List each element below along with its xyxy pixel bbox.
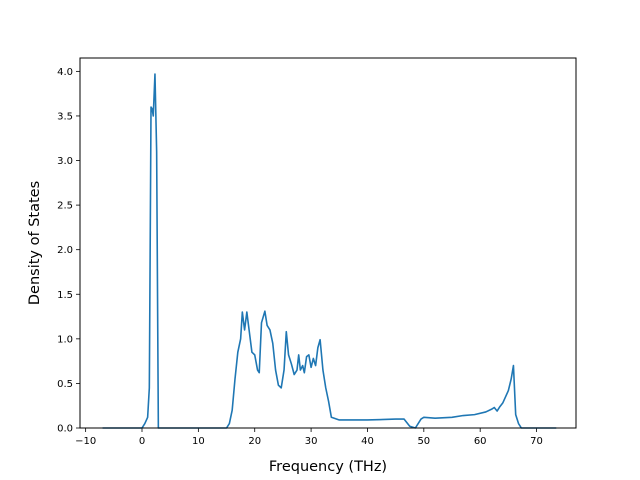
dos-series-line — [102, 73, 557, 429]
y-tick-label: 2.5 — [57, 201, 73, 212]
x-tick-label: −10 — [75, 436, 96, 447]
plot-frame — [79, 57, 577, 429]
x-tick-label: 30 — [305, 436, 318, 447]
x-tick-label: 40 — [361, 436, 374, 447]
y-tick-label: 1.5 — [57, 290, 73, 301]
series-layer — [102, 73, 557, 429]
y-tick-label: 0.0 — [57, 424, 73, 435]
y-axis-title: Density of States — [27, 181, 43, 305]
ticks-layer: −10 0 10 20 30 40 50 60 70 0.0 0.5 1.0 1.5 2.0 2.5 3.0 3… — [57, 67, 543, 447]
y-tick-label: 2.0 — [57, 245, 73, 256]
x-tick-label: 50 — [417, 436, 430, 447]
x-tick-label: 70 — [530, 436, 543, 447]
y-tick-label: 3.0 — [57, 156, 73, 167]
y-tick-label: 4.0 — [57, 67, 73, 78]
x-axis-title: Frequency (THz) — [269, 459, 387, 475]
x-tick-label: 0 — [139, 436, 145, 447]
x-tick-label: 60 — [474, 436, 487, 447]
y-tick-label: 0.5 — [57, 379, 73, 390]
x-tick-label: 10 — [192, 436, 205, 447]
x-tick-label: 20 — [248, 436, 261, 447]
y-tick-label: 3.5 — [57, 111, 73, 122]
y-tick-label: 1.0 — [57, 334, 73, 345]
